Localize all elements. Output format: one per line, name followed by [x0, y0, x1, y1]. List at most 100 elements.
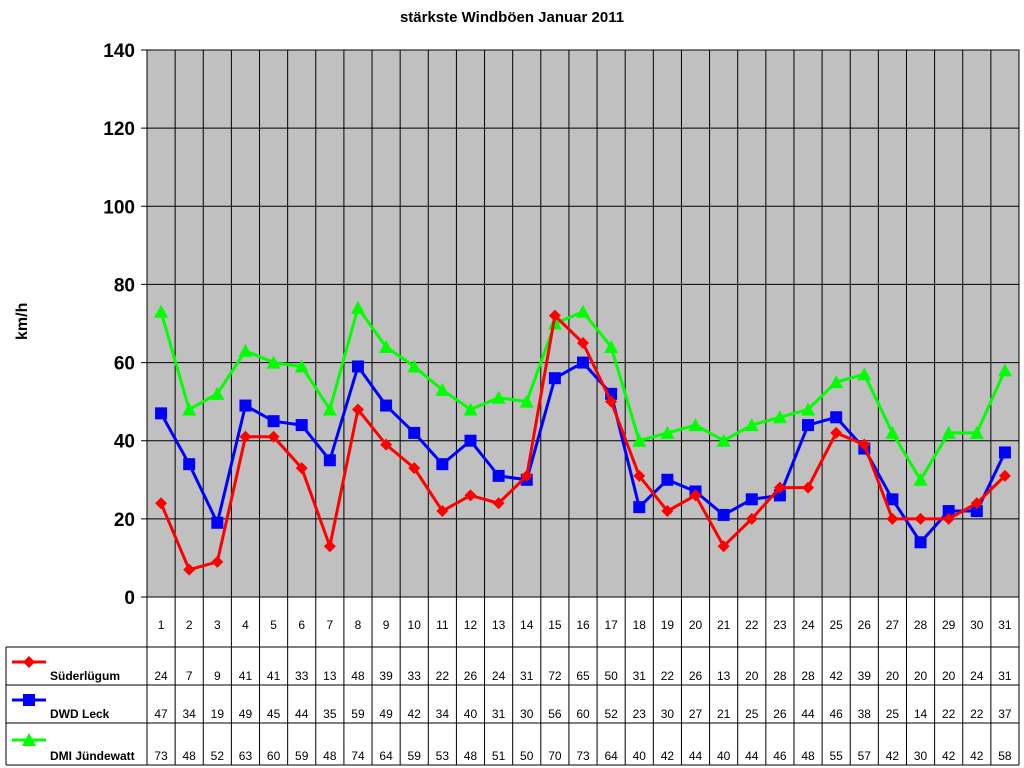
data-point-series-1 [970, 505, 983, 518]
table-value: 13 [717, 669, 731, 683]
table-value: 44 [801, 707, 815, 721]
y-tick-label: 0 [124, 588, 135, 609]
table-value: 20 [745, 669, 759, 683]
table-value: 50 [520, 749, 534, 763]
table-value: 26 [464, 669, 478, 683]
data-point-series-0 [436, 505, 449, 518]
data-point-series-2 [913, 472, 928, 486]
data-point-series-1 [183, 458, 196, 471]
data-point-series-2 [238, 343, 253, 357]
table-value: 28 [773, 669, 787, 683]
x-tick-label: 6 [298, 618, 305, 632]
data-point-series-0 [858, 438, 871, 451]
x-tick-label: 25 [829, 618, 843, 632]
x-tick-label: 5 [270, 618, 277, 632]
legend-marker [23, 656, 35, 668]
x-tick-label: 1 [158, 618, 165, 632]
data-point-series-2 [294, 359, 309, 373]
y-tick-label: 20 [114, 510, 135, 531]
y-tick-label: 140 [103, 41, 135, 62]
table-value: 55 [829, 749, 843, 763]
table-value: 60 [267, 749, 281, 763]
x-tick-label: 22 [745, 618, 759, 632]
data-point-series-1 [745, 493, 758, 506]
table-value: 20 [914, 669, 928, 683]
table-value: 39 [379, 669, 393, 683]
data-point-series-2 [407, 359, 422, 373]
table-value: 47 [154, 707, 168, 721]
table-value: 63 [239, 749, 253, 763]
data-point-series-2 [829, 375, 844, 389]
table-value: 51 [492, 749, 506, 763]
table-value: 58 [998, 749, 1012, 763]
table-value: 26 [689, 669, 703, 683]
data-point-series-1 [436, 458, 449, 471]
table-value: 42 [408, 707, 422, 721]
data-point-series-1 [802, 419, 815, 432]
x-tick-label: 10 [408, 618, 422, 632]
x-tick-label: 12 [464, 618, 478, 632]
table-value: 42 [970, 749, 984, 763]
data-point-series-2 [688, 418, 703, 432]
legend-label: DMI Jündewatt [50, 749, 135, 763]
table-value: 59 [408, 749, 422, 763]
data-point-series-2 [997, 363, 1012, 377]
table-value: 27 [689, 707, 703, 721]
table-value: 44 [745, 749, 759, 763]
data-point-series-2 [210, 386, 225, 400]
table-value: 25 [745, 707, 759, 721]
table-value: 33 [295, 669, 309, 683]
legend-label: DWD Leck [50, 707, 110, 721]
data-point-series-2 [632, 433, 647, 447]
table-value: 41 [267, 669, 281, 683]
data-point-series-2 [154, 304, 169, 318]
data-point-series-0 [914, 512, 927, 525]
table-value: 50 [604, 669, 618, 683]
table-value: 13 [323, 669, 337, 683]
y-tick-label: 100 [103, 197, 135, 218]
data-point-series-0 [577, 337, 589, 350]
data-point-series-2 [941, 425, 956, 439]
data-point-series-0 [633, 469, 646, 482]
table-value: 14 [914, 707, 928, 721]
data-point-series-0 [408, 462, 421, 475]
data-point-series-1 [548, 372, 561, 385]
table-value: 46 [773, 749, 787, 763]
table-value: 30 [520, 707, 534, 721]
table-value: 49 [239, 707, 253, 721]
y-tick-label: 80 [114, 275, 135, 296]
table-value: 30 [661, 707, 675, 721]
table-value: 25 [886, 707, 900, 721]
x-tick-label: 8 [355, 618, 362, 632]
table-value: 53 [436, 749, 450, 763]
x-tick-label: 7 [326, 618, 333, 632]
table-value: 23 [633, 707, 647, 721]
table-value: 33 [408, 669, 422, 683]
table-value: 31 [998, 669, 1012, 683]
data-point-series-2 [182, 402, 197, 416]
x-tick-label: 20 [689, 618, 703, 632]
table-value: 34 [436, 707, 450, 721]
data-point-series-1 [633, 501, 646, 514]
x-tick-label: 9 [383, 618, 390, 632]
table-value: 52 [211, 749, 225, 763]
data-point-series-0 [717, 540, 730, 553]
table-value: 52 [604, 707, 618, 721]
data-point-series-1 [464, 434, 477, 447]
data-point-series-0 [970, 497, 983, 510]
data-point-series-2 [885, 425, 900, 439]
table-value: 21 [717, 707, 731, 721]
table-value: 34 [183, 707, 197, 721]
data-point-series-0 [351, 403, 364, 416]
data-point-series-1 [380, 399, 393, 412]
table-value: 48 [801, 749, 815, 763]
x-tick-label: 4 [242, 618, 249, 632]
data-point-series-0 [689, 489, 702, 502]
data-point-series-2 [801, 402, 816, 416]
data-point-series-0 [661, 505, 674, 518]
plot-area [146, 49, 1020, 598]
table-value: 7 [186, 669, 193, 683]
table-value: 22 [436, 669, 450, 683]
table-value: 64 [379, 749, 393, 763]
data-point-series-2 [519, 394, 534, 408]
